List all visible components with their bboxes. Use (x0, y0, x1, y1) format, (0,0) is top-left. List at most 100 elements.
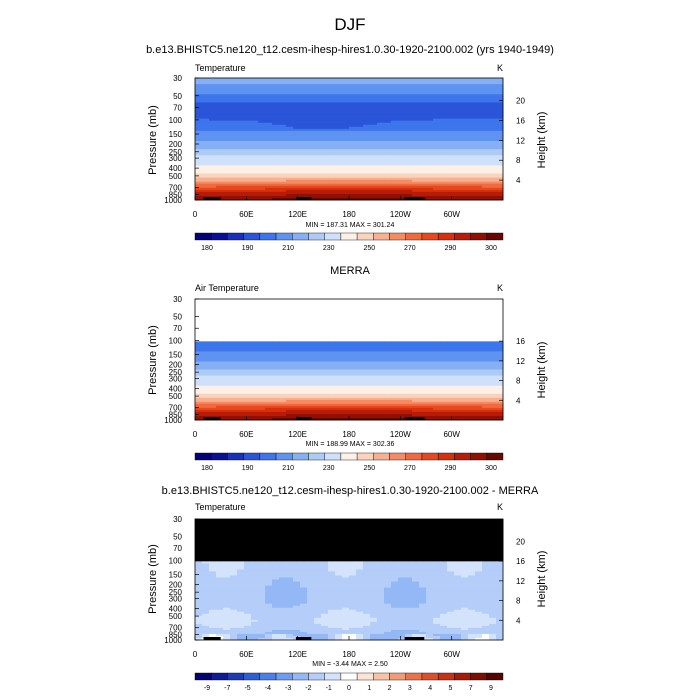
heatmap-cell (230, 100, 238, 103)
heatmap-cell (223, 397, 231, 401)
heatmap-cell (328, 126, 336, 130)
heatmap-cell (489, 169, 497, 172)
heatmap-cell (377, 523, 385, 526)
heatmap-cell (377, 385, 385, 389)
heatmap-cell (384, 139, 392, 142)
heatmap-cell (426, 149, 434, 152)
colorbar-label: 210 (282, 465, 294, 472)
heatmap-cell (468, 177, 476, 181)
colorbar-swatch (259, 232, 277, 241)
heatmap-cell (209, 539, 217, 542)
heatmap-cell (286, 529, 294, 532)
heatmap-cell (230, 537, 238, 540)
heatmap-cell (265, 535, 273, 538)
heatmap-cell (307, 143, 315, 146)
heatmap-cell (454, 159, 462, 162)
heatmap-cell (475, 143, 483, 146)
heatmap-cell (279, 122, 287, 126)
heatmap-cell (433, 124, 441, 128)
heatmap-cell (251, 165, 259, 168)
heatmap-cell (251, 191, 259, 195)
heatmap-cell (342, 363, 350, 366)
heatmap-cell (412, 84, 420, 87)
heatmap-cell (377, 407, 385, 411)
heatmap-cell (237, 177, 245, 181)
heatmap-cell (286, 519, 294, 522)
heatmap-cell (391, 189, 399, 193)
heatmap-cell (405, 403, 413, 407)
heatmap-cell (265, 527, 273, 530)
heatmap-cell (419, 98, 427, 101)
heatmap-cell (419, 405, 427, 409)
heatmap-cell (202, 98, 210, 101)
heatmap-cell (482, 345, 490, 348)
heatmap-cell (475, 106, 483, 109)
heatmap-cell (342, 145, 350, 148)
heatmap-cell (244, 521, 252, 524)
heatmap-cell (314, 173, 322, 176)
heatmap-cell (363, 181, 371, 185)
heatmap-cell (265, 403, 273, 407)
heatmap-cell (293, 359, 301, 362)
heatmap-cell (314, 521, 322, 524)
heatmap-cell (496, 84, 504, 87)
heatmap-cell (251, 341, 259, 344)
heatmap-cell (363, 197, 371, 201)
heatmap-cell (216, 407, 224, 411)
heatmap-cell (482, 78, 490, 81)
heatmap-cell (349, 167, 357, 170)
heatmap-cell (195, 375, 203, 379)
heatmap-cell (391, 96, 399, 99)
heatmap-cell (216, 100, 224, 103)
heatmap-cell (286, 96, 294, 99)
heatmap-cell (426, 527, 434, 530)
heatmap-cell (363, 155, 371, 158)
heatmap-cell (258, 175, 266, 179)
heatmap-cell (363, 347, 371, 350)
heatmap-cell (461, 163, 469, 166)
heatmap-cell (412, 377, 420, 381)
heatmap-cell (244, 173, 252, 176)
colorbar-swatch (308, 232, 325, 241)
heatmap-cell (272, 169, 280, 172)
heatmap-cell (398, 531, 406, 534)
heatmap-cell (265, 122, 273, 126)
heatmap-cell (363, 379, 371, 383)
heatmap-cell (468, 343, 476, 346)
heatmap-cell (377, 159, 385, 162)
heatmap-cell (489, 193, 497, 197)
heatmap-cell (335, 130, 343, 134)
heatmap-cell (258, 377, 266, 381)
heatmap-cell (349, 195, 357, 199)
heatmap-cell (279, 84, 287, 87)
heatmap-cell (328, 403, 336, 407)
heatmap-cell (370, 139, 378, 142)
heatmap-cell (419, 357, 427, 360)
heatmap-cell (405, 84, 413, 87)
heatmap-cell (258, 525, 266, 528)
heatmap-cell (216, 130, 224, 134)
heatmap-cell (377, 167, 385, 170)
heatmap-cell (356, 159, 364, 162)
heatmap-cell (321, 393, 329, 397)
x-tick-label: 60E (239, 430, 253, 439)
heatmap-cell (265, 167, 273, 170)
heatmap-cell (279, 92, 287, 95)
heatmap-cell (293, 104, 301, 107)
heatmap-cell (244, 369, 252, 372)
heatmap-cell (468, 106, 476, 109)
heatmap-cell (314, 529, 322, 532)
heatmap-cell (363, 393, 371, 397)
heatmap-cell (335, 159, 343, 162)
heatmap-cell (209, 389, 217, 393)
heatmap-cell (272, 128, 280, 132)
heatmap-cell (349, 102, 357, 105)
heatmap-cell (391, 519, 399, 522)
heatmap-cell (412, 143, 420, 146)
heatmap-cell (307, 377, 315, 381)
heatmap-cell (230, 122, 238, 126)
heatmap-cell (314, 124, 322, 128)
heatmap-cell (258, 147, 266, 150)
heatmap-cell (447, 183, 455, 187)
